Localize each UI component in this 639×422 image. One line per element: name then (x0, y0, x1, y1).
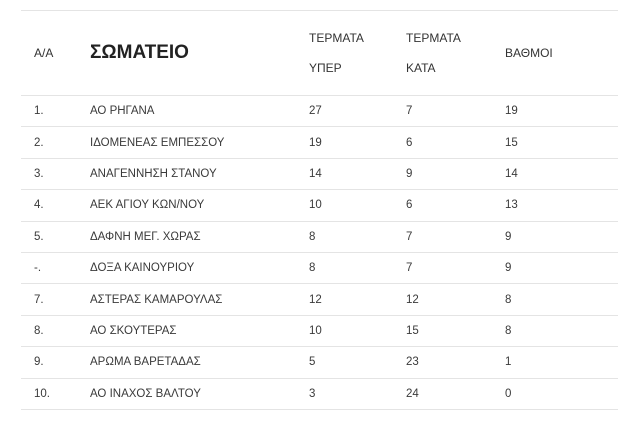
table-row: 1. ΑΟ ΡΗΓΑΝΑ 27 7 19 (21, 96, 618, 127)
table-body: 1. ΑΟ ΡΗΓΑΝΑ 27 7 19 2. ΙΔΟΜΕΝΕΑΣ ΕΜΠΕΣΣΟΥ 19 6 1… (21, 96, 618, 410)
cell-goals-against: 7 (406, 262, 413, 275)
cell-goals-for: 8 (309, 262, 316, 275)
cell-team: ΔΟΞΑ ΚΑΙΝΟΥΡΙΟΥ (90, 262, 195, 275)
cell-team: ΙΔΟΜΕΝΕΑΣ ΕΜΠΕΣΣΟΥ (90, 136, 225, 149)
cell-goals-for: 10 (309, 324, 322, 337)
cell-goals-against: 15 (406, 324, 419, 337)
cell-points: 1 (505, 356, 512, 369)
cell-goals-against: 7 (406, 105, 413, 118)
cell-team: ΑΕΚ ΑΓΙΟΥ ΚΩΝ/ΝΟΥ (90, 199, 205, 212)
cell-goals-for: 10 (309, 199, 322, 212)
cell-points: 9 (505, 262, 512, 275)
header-goals-for-line2: ΥΠΕΡ (309, 61, 342, 75)
cell-goals-for: 27 (309, 105, 322, 118)
cell-position: 4. (34, 199, 44, 212)
cell-goals-for: 19 (309, 136, 322, 149)
cell-team: ΑΟ ΡΗΓΑΝΑ (90, 105, 155, 118)
table-row: 8. ΑΟ ΣΚΟΥΤΕΡΑΣ 10 15 8 (21, 315, 618, 347)
cell-goals-for: 14 (309, 167, 322, 180)
cell-goals-against: 24 (406, 387, 419, 400)
header-position: Α/Α (34, 46, 54, 60)
table-row: 4. ΑΕΚ ΑΓΙΟΥ ΚΩΝ/ΝΟΥ 10 6 13 (21, 190, 618, 222)
cell-points: 15 (505, 136, 518, 149)
table-row: 10. ΑΟ ΙΝΑΧΟΣ ΒΑΛΤΟΥ 3 24 0 (21, 378, 618, 410)
header-row: Α/Α ΣΩΜΑΤΕΙΟ ΤΕΡΜΑΤΑ ΥΠΕΡ ΤΕΡΜΑΤΑ ΚΑΤΑ Β… (21, 10, 618, 96)
cell-goals-against: 6 (406, 199, 413, 212)
cell-position: 10. (34, 387, 50, 400)
cell-position: 3. (34, 167, 44, 180)
table-header: Α/Α ΣΩΜΑΤΕΙΟ ΤΕΡΜΑΤΑ ΥΠΕΡ ΤΕΡΜΑΤΑ ΚΑΤΑ Β… (21, 10, 618, 96)
table-row: 3. ΑΝΑΓΕΝΝΗΣΗ ΣΤΑΝΟΥ 14 9 14 (21, 158, 618, 190)
cell-goals-for: 12 (309, 293, 322, 306)
cell-team: ΑΡΩΜΑ ΒΑΡΕΤΑΔΑΣ (90, 356, 201, 369)
header-goals-for: ΤΕΡΜΑΤΑ ΥΠΕΡ (309, 11, 406, 96)
table-row: 2. ΙΔΟΜΕΝΕΑΣ ΕΜΠΕΣΣΟΥ 19 6 15 (21, 127, 618, 159)
header-goals-against-line2: ΚΑΤΑ (406, 61, 436, 75)
cell-team: ΑΣΤΕΡΑΣ ΚΑΜΑΡΟΥΛΑΣ (90, 293, 223, 306)
cell-position: 1. (34, 105, 44, 118)
cell-goals-against: 23 (406, 356, 419, 369)
standings-table: Α/Α ΣΩΜΑΤΕΙΟ ΤΕΡΜΑΤΑ ΥΠΕΡ ΤΕΡΜΑΤΑ ΚΑΤΑ Β… (21, 10, 618, 410)
cell-goals-against: 9 (406, 167, 413, 180)
cell-points: 14 (505, 167, 518, 180)
table-row: 9. ΑΡΩΜΑ ΒΑΡΕΤΑΔΑΣ 5 23 1 (21, 347, 618, 379)
cell-goals-for: 3 (309, 387, 316, 400)
cell-points: 9 (505, 230, 512, 243)
table-row: 5. ΔΑΦΝΗ ΜΕΓ. ΧΩΡΑΣ 8 7 9 (21, 221, 618, 253)
cell-position: -. (34, 262, 42, 275)
cell-team: ΑΟ ΙΝΑΧΟΣ ΒΑΛΤΟΥ (90, 387, 201, 400)
cell-points: 8 (505, 293, 512, 306)
cell-goals-against: 6 (406, 136, 413, 149)
cell-goals-for: 8 (309, 230, 316, 243)
header-goals-against-line1: ΤΕΡΜΑΤΑ (406, 31, 461, 45)
cell-team: ΑΝΑΓΕΝΝΗΣΗ ΣΤΑΝΟΥ (90, 167, 217, 180)
header-goals-for-line1: ΤΕΡΜΑΤΑ (309, 31, 364, 45)
cell-team: ΔΑΦΝΗ ΜΕΓ. ΧΩΡΑΣ (90, 230, 201, 243)
header-goals-against: ΤΕΡΜΑΤΑ ΚΑΤΑ (406, 11, 505, 96)
header-team: ΣΩΜΑΤΕΙΟ (90, 42, 189, 63)
cell-position: 7. (34, 293, 44, 306)
table-row: -. ΔΟΞΑ ΚΑΙΝΟΥΡΙΟΥ 8 7 9 (21, 252, 618, 284)
cell-position: 8. (34, 324, 44, 337)
header-points: ΒΑΘΜΟΙ (505, 46, 553, 60)
cell-position: 5. (34, 230, 44, 243)
cell-position: 2. (34, 136, 44, 149)
cell-points: 19 (505, 105, 518, 118)
cell-points: 8 (505, 324, 512, 337)
cell-goals-against: 7 (406, 230, 413, 243)
cell-points: 0 (505, 387, 512, 400)
table-row: 7. ΑΣΤΕΡΑΣ ΚΑΜΑΡΟΥΛΑΣ 12 12 8 (21, 284, 618, 316)
cell-team: ΑΟ ΣΚΟΥΤΕΡΑΣ (90, 324, 177, 337)
cell-points: 13 (505, 199, 518, 212)
cell-position: 9. (34, 356, 44, 369)
cell-goals-against: 12 (406, 293, 419, 306)
cell-goals-for: 5 (309, 356, 316, 369)
